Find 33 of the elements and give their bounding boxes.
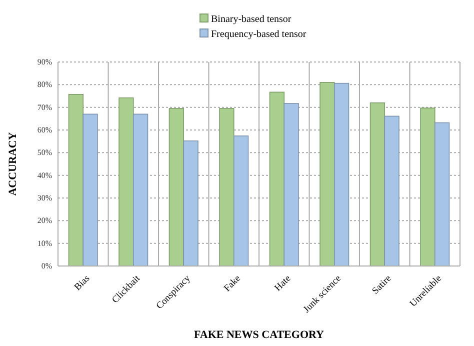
bar (82, 114, 98, 266)
bar (320, 82, 335, 266)
y-tick-label: 90% (37, 58, 52, 67)
y-tick-label: 10% (37, 238, 52, 248)
y-tick-label: 70% (37, 102, 52, 112)
y-tick-label: 50% (37, 148, 52, 158)
bar (219, 108, 234, 266)
y-tick-label: 40% (37, 170, 52, 180)
bar (384, 116, 400, 266)
bar (168, 108, 184, 266)
bar (334, 82, 350, 266)
bar (68, 94, 84, 266)
y-tick-label: 30% (37, 194, 52, 203)
bar (284, 103, 299, 266)
legend-label: Binary-based tensor (211, 14, 292, 25)
x-tick-label: Fake (222, 274, 243, 294)
y-tick-label: 20% (37, 216, 52, 226)
bar (233, 135, 249, 266)
legend-label: Frequency-based tensor (211, 29, 307, 40)
bar (183, 140, 198, 266)
x-tick-label: Hate (273, 274, 294, 294)
bar (434, 122, 450, 266)
bar (370, 102, 386, 266)
y-tick-label: 80% (37, 80, 52, 90)
y-axis-title: ACCURACY (7, 132, 19, 196)
bar (269, 92, 285, 266)
bar (132, 114, 148, 266)
x-axis-title: FAKE NEWS CATEGORY (194, 329, 324, 341)
bar (420, 108, 436, 266)
y-tick-label: 0% (41, 262, 52, 271)
y-tick-label: 60% (37, 126, 52, 135)
x-tick-label: Bias (73, 274, 92, 293)
bar (118, 97, 134, 266)
